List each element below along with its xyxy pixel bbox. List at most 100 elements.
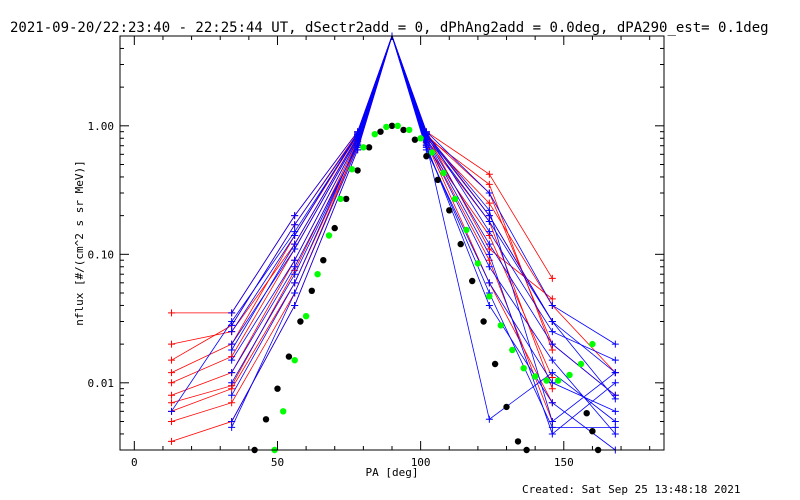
data-point xyxy=(548,430,556,438)
data-point xyxy=(509,346,516,354)
data-point xyxy=(548,318,556,326)
data-point xyxy=(440,169,447,177)
data-point xyxy=(308,287,315,294)
data-point xyxy=(291,212,299,220)
data-point xyxy=(548,369,556,377)
series-7 xyxy=(168,32,556,425)
data-point xyxy=(388,122,396,129)
data-point xyxy=(514,438,522,445)
data-point xyxy=(532,373,539,380)
data-point xyxy=(446,207,453,214)
data-point xyxy=(291,221,299,229)
data-point xyxy=(548,295,556,303)
data-point xyxy=(491,360,499,368)
data-point xyxy=(548,356,556,364)
data-point xyxy=(168,391,176,399)
series-11 xyxy=(228,32,619,399)
data-point xyxy=(285,353,293,360)
data-point xyxy=(228,379,236,387)
series-line xyxy=(231,34,616,435)
data-point xyxy=(485,301,493,309)
y-tick-label: 0.01 xyxy=(88,377,115,390)
series-24 xyxy=(271,122,596,454)
data-point xyxy=(168,369,176,377)
data-point xyxy=(228,391,236,399)
series-21 xyxy=(228,32,619,403)
data-point xyxy=(228,346,236,354)
data-point xyxy=(485,415,493,423)
data-point xyxy=(228,340,236,348)
created-timestamp: Created: Sat Sep 25 13:48:18 2021 xyxy=(522,483,741,496)
data-point xyxy=(371,131,378,138)
series-line xyxy=(171,34,553,345)
data-point xyxy=(554,377,562,384)
plot-frame xyxy=(119,35,665,451)
data-point xyxy=(543,377,550,384)
data-point xyxy=(589,428,596,435)
data-point xyxy=(291,357,298,364)
data-point xyxy=(228,369,236,377)
series-line xyxy=(231,34,616,345)
data-point xyxy=(486,293,493,300)
data-point xyxy=(548,423,556,431)
data-point xyxy=(302,313,310,320)
data-point xyxy=(291,270,299,278)
data-point xyxy=(168,399,176,407)
data-point xyxy=(451,195,459,203)
data-point xyxy=(611,430,619,438)
data-point xyxy=(354,133,362,141)
data-point xyxy=(485,279,493,287)
series-0 xyxy=(168,32,619,377)
data-point xyxy=(325,232,333,239)
series-line xyxy=(231,34,616,423)
series-line xyxy=(171,34,553,412)
data-point xyxy=(291,232,299,240)
data-point xyxy=(611,356,619,364)
data-point xyxy=(331,224,338,232)
series-20 xyxy=(228,32,619,431)
data-point xyxy=(485,180,493,188)
data-point xyxy=(611,423,619,431)
x-tick-label: 0 xyxy=(131,456,138,469)
data-point xyxy=(457,240,464,248)
data-point xyxy=(589,340,596,348)
data-point xyxy=(485,228,493,236)
data-point xyxy=(262,416,270,423)
data-point xyxy=(280,408,287,415)
y-tick-label: 0.10 xyxy=(88,248,115,261)
data-point xyxy=(228,321,236,329)
x-axis-label: PA [deg] xyxy=(366,466,419,479)
data-point xyxy=(485,206,493,214)
data-point xyxy=(480,318,487,325)
data-point xyxy=(314,271,321,278)
data-point xyxy=(320,257,327,264)
data-point xyxy=(548,346,556,354)
series-line xyxy=(231,34,616,451)
data-point xyxy=(168,407,176,415)
data-point xyxy=(360,144,367,151)
data-point xyxy=(485,250,493,258)
data-point xyxy=(503,403,510,411)
data-point xyxy=(417,135,424,142)
series-line xyxy=(231,34,616,422)
data-point xyxy=(611,340,619,348)
data-point xyxy=(520,365,527,372)
data-point xyxy=(566,371,573,379)
data-point xyxy=(422,133,430,141)
data-point xyxy=(548,379,556,387)
data-point xyxy=(422,143,430,151)
series-9 xyxy=(168,32,556,407)
data-point xyxy=(434,176,441,183)
data-point xyxy=(228,356,236,364)
data-point xyxy=(548,274,556,282)
x-tick-label: 150 xyxy=(554,456,574,469)
axis-layer: 0 50 100 150 0.01 0.10 1.00 xyxy=(88,35,664,469)
data-point xyxy=(611,379,619,387)
data-point xyxy=(548,385,556,393)
data-point xyxy=(274,385,281,392)
data-point xyxy=(168,379,176,387)
data-point xyxy=(377,128,384,135)
data-point xyxy=(577,360,585,368)
data-point xyxy=(228,399,236,407)
